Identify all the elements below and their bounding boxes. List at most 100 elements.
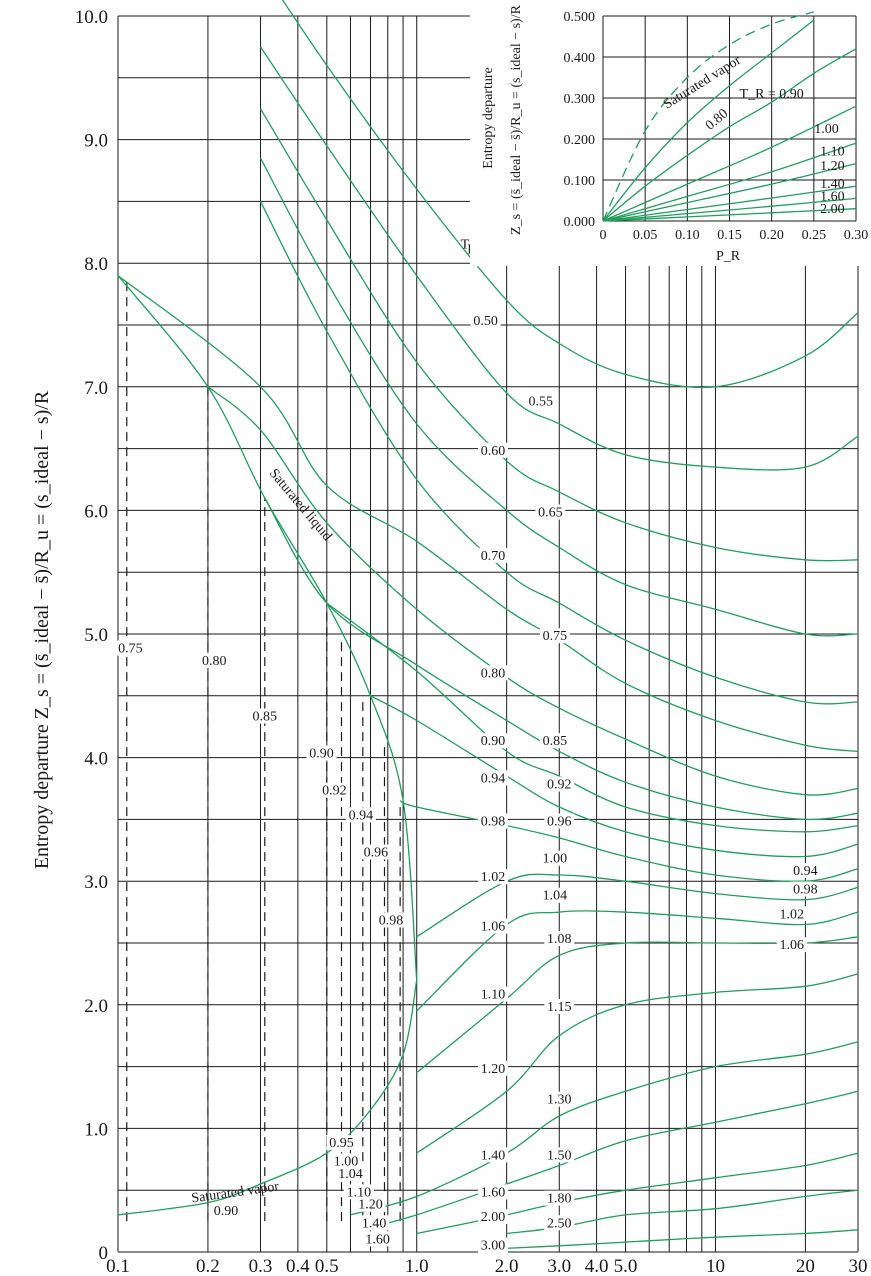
curve-label-bg [470,313,501,328]
curve-label-bg [477,665,508,681]
curve-label: 1.20 [358,1198,383,1213]
inset-y-tick-label: 0.300 [564,92,596,107]
curve-label: 0.60 [481,444,506,459]
curve-label: 0.90 [214,1204,239,1219]
curve-tr-1.60 [370,1090,859,1228]
curve-tr-0.65 [259,157,859,637]
inset-curve-label: 1.10 [820,144,845,159]
curve-label: 1.40 [362,1216,387,1231]
inset-x-tick-label: 0.05 [633,228,658,243]
y-tick-label: 5.0 [84,625,108,646]
curve-label: 0.80 [481,666,506,681]
curve-tr-0.55 [259,46,859,471]
curve-label-bg [477,918,508,934]
curve-label-bg [335,1165,366,1181]
inset-curve-1.60 [602,197,857,222]
curve-tr-0.50 [281,0,859,389]
curve-label-bg [544,998,575,1014]
curve-label-bg [360,844,391,860]
curve-label-bg [477,1060,508,1076]
curve-label-bg [544,776,575,792]
saturated-liquid-label: Saturated liquid [266,466,335,544]
curve-label: 1.06 [779,938,804,953]
curve-label-bg [477,1237,508,1253]
curve-label-bg [115,640,146,656]
inset-curve-0.90 [602,48,857,222]
curve-label-bg [477,733,508,749]
curve-label: 0.92 [322,784,347,799]
curve-label: 1.40 [481,1148,506,1163]
curve-tr-3.00 [506,1229,859,1249]
curve-label-bg [776,906,807,922]
curve-label-bg [359,1215,390,1231]
tr-symbol-label: T [461,237,470,252]
y-tick-label: 2.0 [84,996,108,1017]
x-tick-label: 0.1 [106,1256,130,1276]
curve-label: 1.20 [481,1062,506,1077]
curve-label: 0.98 [481,815,506,830]
x-tick-label: 30 [849,1256,868,1276]
x-tick-label: 0.2 [196,1256,220,1276]
curve-tr-0.75 [117,275,859,753]
curve-label: 0.94 [349,808,374,823]
curve-label: 1.30 [547,1093,572,1108]
curve-label: 0.96 [547,815,572,830]
inset-x-axis-title: P_R [716,249,741,264]
curve-label: 1.08 [547,932,572,947]
curve-label-bg [331,1153,362,1169]
curve-tr-1.40 [350,1041,859,1216]
curve-label: 0.98 [793,883,818,898]
x-tick-label: 1.0 [405,1256,429,1276]
y-tick-label: 9.0 [84,131,108,152]
curve-label-bg [525,393,556,409]
curve-label-bg [326,1134,357,1150]
x-tick-label: 20 [796,1256,815,1276]
curve-label-bg [355,1196,386,1212]
inset-curve-1.10 [602,142,857,222]
curve-label: 0.85 [543,734,568,749]
curve-label: 0.90 [481,734,506,749]
x-tick-label: 4.0 [585,1256,609,1276]
y-tick-label: 6.0 [84,501,108,522]
inset-background [470,4,870,266]
saturated-vapor-label: Saturated vapor [191,1179,281,1206]
curve-label: 0.98 [379,913,404,928]
curve-label-bg [306,745,337,761]
curve-label-bg [375,912,406,928]
inset-curve-label: 1.60 [820,190,845,205]
curve-label: 1.00 [543,852,568,867]
curve-label: 0.95 [329,1136,354,1151]
curve-label: 1.60 [481,1185,506,1200]
inset-curve-2.00 [602,208,857,222]
curve-label-bg [477,770,508,786]
y-axis-title: Entropy departure Z_s = (s̄_ideal − s̄)/… [31,390,53,869]
y-tick-label: 10.0 [75,7,108,28]
curve-label: 1.02 [481,870,506,885]
inset-y-tick-label: 0.100 [564,174,596,189]
curve-label: 1.00 [334,1154,359,1169]
curve-label-bg [211,1202,242,1218]
x-tick-label: 10 [706,1256,725,1276]
curve-label-bg [477,1147,508,1163]
curve-label: 1.15 [547,1000,572,1015]
y-tick-label: 3.0 [84,872,108,893]
curve-label-bg [199,652,230,668]
curve-tr-0.70 [259,201,859,705]
curve-label-bg [477,1184,508,1200]
curve-label-bg [249,708,280,724]
curve-label: 0.90 [309,747,334,762]
curve-label-bg [535,504,566,520]
axis-ticks: 0.1 0.2 0.3 0.4 0.5 1.0 2.0 3.0 4.0 5.0 10 20 3001.0… [75,7,868,1276]
curve-label: 0.75 [118,642,143,657]
curve-label: 0.80 [202,654,227,669]
x-tick-label: 2.0 [495,1256,519,1276]
curve-label: 0.55 [528,394,553,409]
curve-tr-saturated-liquid [117,275,418,981]
curve-label-bg [539,850,570,866]
inset-curve-1.40 [602,185,857,222]
curve-labels: 0.50 0.55 0.60 0.65 0.70 0.75 0.80 0.85 0.90 0.92… [115,237,821,1254]
curve-label: 1.04 [338,1167,363,1182]
curve-label: 2.50 [547,1216,572,1231]
